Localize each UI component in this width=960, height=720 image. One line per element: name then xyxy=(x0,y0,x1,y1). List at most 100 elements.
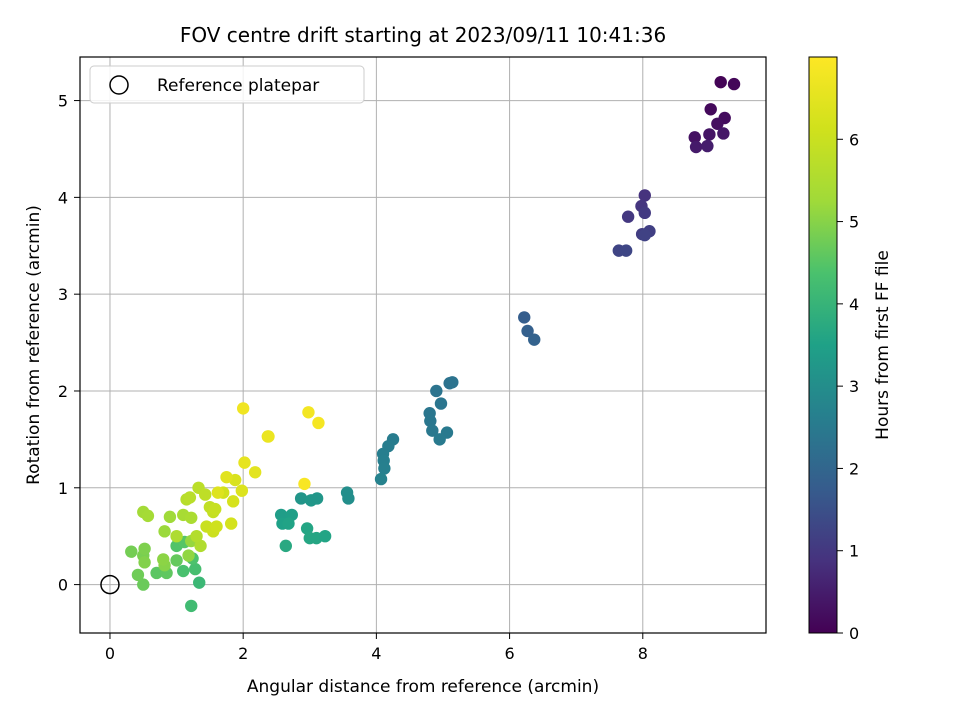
data-point xyxy=(185,599,198,613)
data-point xyxy=(189,562,202,576)
x-tick-label: 2 xyxy=(238,644,248,663)
legend-box xyxy=(89,65,365,104)
colorbar-label: Hours from first FF file xyxy=(873,250,893,440)
data-point xyxy=(703,128,716,141)
data-point xyxy=(300,522,314,535)
data-point xyxy=(158,525,171,538)
legend: Reference platepar xyxy=(89,65,365,104)
data-point xyxy=(294,492,308,505)
data-point xyxy=(182,549,195,562)
data-point xyxy=(248,466,262,479)
colorbar-tick-label: 4 xyxy=(849,295,859,314)
x-tick-label: 4 xyxy=(371,644,381,663)
data-point xyxy=(521,324,534,338)
chart-title: FOV centre drift starting at 2023/09/11 … xyxy=(180,23,666,47)
colorbar-tick-label: 0 xyxy=(849,624,859,643)
data-point xyxy=(210,520,223,533)
data-point xyxy=(193,576,206,589)
data-point xyxy=(282,517,295,530)
data-point xyxy=(318,529,332,543)
data-point xyxy=(177,564,190,578)
data-point xyxy=(141,509,155,523)
colorbar-tick-label: 3 xyxy=(849,377,859,396)
colorbar-tick-label: 5 xyxy=(849,213,859,232)
data-point xyxy=(704,103,717,116)
data-point xyxy=(638,228,651,242)
data-point xyxy=(714,75,727,89)
colorbar-ticks: 0 1 2 3 4 5 6 xyxy=(837,130,859,643)
data-point xyxy=(235,484,249,497)
data-point xyxy=(137,578,150,591)
data-point xyxy=(262,430,275,443)
plot-frame xyxy=(79,56,767,634)
data-point xyxy=(689,140,703,154)
data-point xyxy=(374,472,388,486)
colorbar-tick-label: 2 xyxy=(849,459,859,478)
data-point xyxy=(619,244,633,257)
colorbar: 0 1 2 3 4 5 6 Hours from first FF file xyxy=(808,56,893,643)
data-point xyxy=(298,477,311,491)
data-point xyxy=(518,311,531,324)
x-tick-label: 0 xyxy=(105,644,115,663)
data-point xyxy=(185,511,198,524)
data-point xyxy=(302,406,315,419)
data-point xyxy=(170,529,183,543)
data-point xyxy=(621,210,635,223)
colorbar-tick-label: 6 xyxy=(849,130,859,149)
data-point xyxy=(163,510,177,524)
data-point xyxy=(433,433,446,446)
legend-entry: Reference platepar xyxy=(157,76,319,96)
data-point xyxy=(434,397,448,410)
data-point xyxy=(279,539,292,553)
x-tick-label: 8 xyxy=(638,644,648,663)
colorbar-tick-label: 1 xyxy=(849,542,859,561)
colorbar-gradient xyxy=(808,56,838,634)
data-point xyxy=(688,131,701,144)
data-point xyxy=(426,424,439,437)
data-point xyxy=(170,554,183,567)
y-tick-label: 1 xyxy=(58,479,68,498)
data-point xyxy=(430,384,443,398)
data-point xyxy=(638,206,651,220)
data-point xyxy=(378,462,391,475)
data-point xyxy=(638,189,651,202)
data-point xyxy=(190,529,203,543)
data-point xyxy=(194,539,207,553)
data-point xyxy=(131,568,145,582)
reference-point xyxy=(100,574,120,595)
data-point xyxy=(424,414,437,428)
y-tick-label: 0 xyxy=(58,576,68,595)
data-point xyxy=(125,545,138,558)
y-axis-label: Rotation from reference (arcmin) xyxy=(24,205,44,485)
data-point xyxy=(236,402,250,415)
y-tick-label: 2 xyxy=(58,382,68,401)
data-point xyxy=(238,456,251,469)
data-point xyxy=(342,492,355,505)
data-point xyxy=(528,333,541,346)
data-point xyxy=(312,416,325,430)
data-point xyxy=(224,517,238,530)
data-point xyxy=(226,495,240,508)
data-point xyxy=(727,77,741,91)
data-point xyxy=(199,488,212,501)
data-point xyxy=(183,491,197,504)
grid xyxy=(80,57,766,633)
x-tick-label: 6 xyxy=(504,644,514,663)
legend-marker-circle xyxy=(109,75,129,95)
data-point xyxy=(138,542,151,555)
data-point xyxy=(220,470,233,484)
data-point xyxy=(717,127,730,140)
data-point xyxy=(138,556,151,569)
data-point xyxy=(711,117,724,130)
y-axis-ticks: 0 1 2 3 4 5 xyxy=(58,92,80,595)
data-point xyxy=(150,566,163,580)
x-axis-label: Angular distance from reference (arcmin) xyxy=(247,677,599,697)
y-tick-label: 5 xyxy=(58,92,68,111)
data-point xyxy=(211,486,225,499)
data-points xyxy=(125,75,741,613)
data-point xyxy=(157,553,170,566)
data-point xyxy=(701,139,714,153)
data-point xyxy=(310,492,324,505)
